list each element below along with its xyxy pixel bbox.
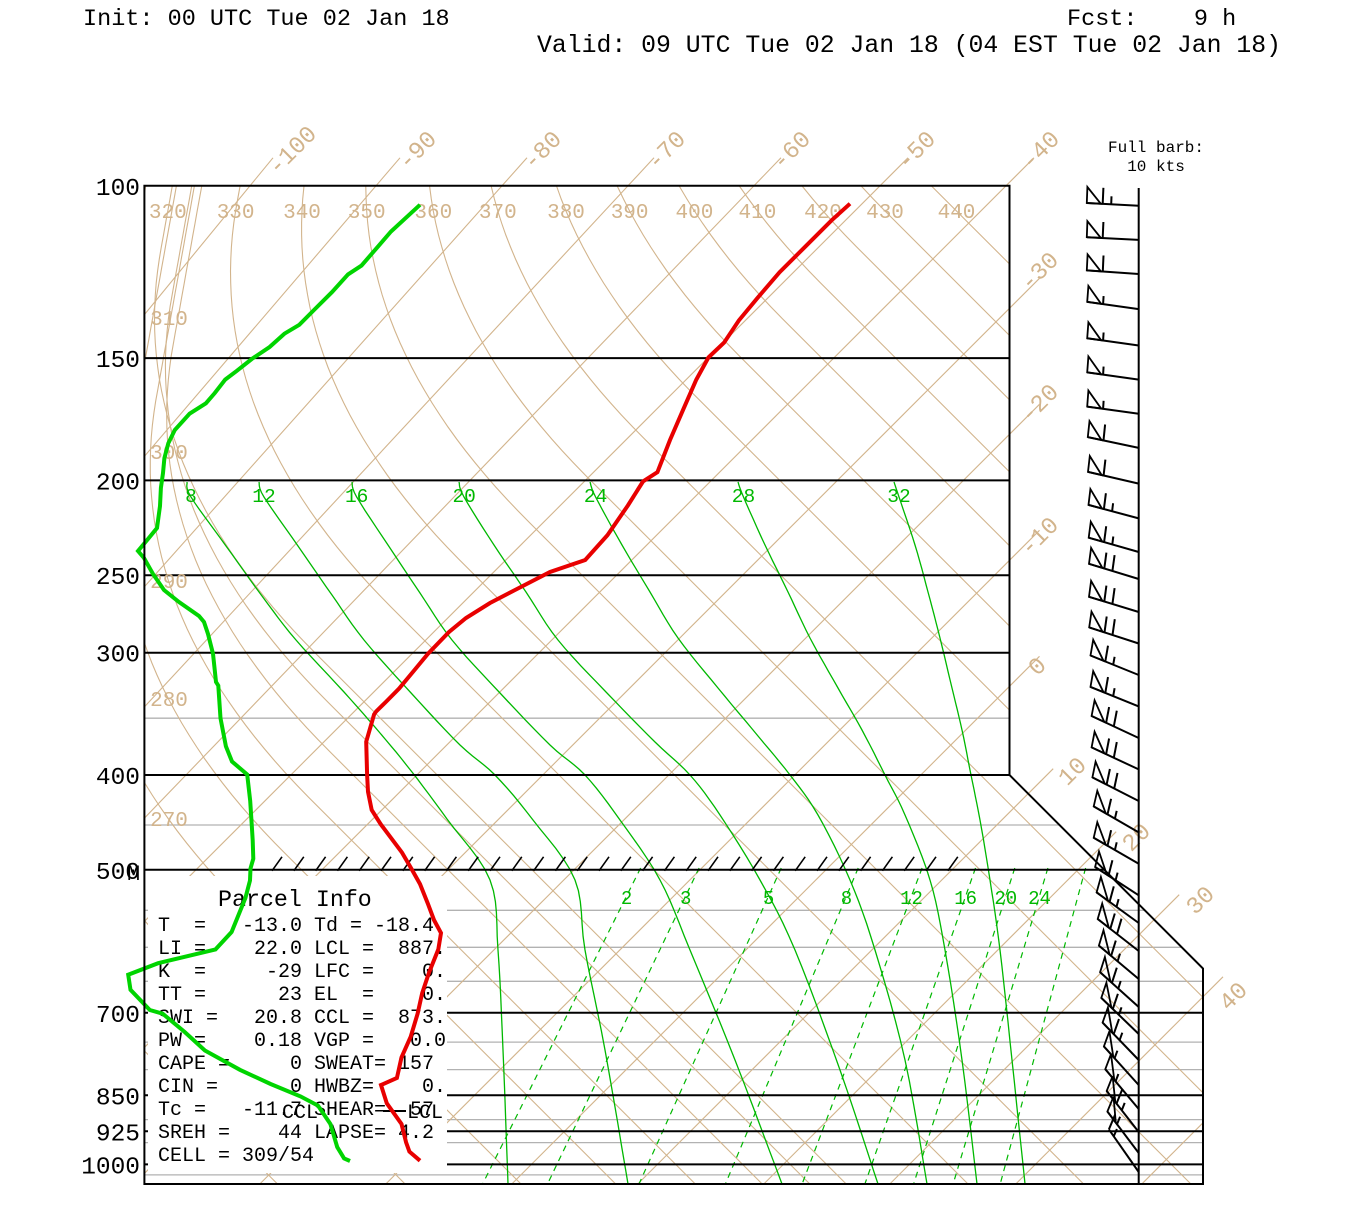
svg-text:925: 925 bbox=[96, 1121, 140, 1148]
svg-text:16: 16 bbox=[345, 486, 368, 508]
svg-text:Fcst: 9 h: Fcst: 9 h bbox=[1067, 6, 1236, 33]
svg-text:Valid: 09 UTC Tue 02 Jan 18 (0: Valid: 09 UTC Tue 02 Jan 18 (04 EST Tue … bbox=[537, 32, 1281, 60]
svg-text:340: 340 bbox=[283, 202, 321, 225]
svg-text:410: 410 bbox=[738, 202, 776, 225]
svg-text:1000: 1000 bbox=[81, 1154, 140, 1181]
svg-text:Init: 00 UTC Tue 02 Jan 18: Init: 00 UTC Tue 02 Jan 18 bbox=[83, 6, 450, 33]
svg-text:K = -29 LFC = 0.: K = -29 LFC = 0. bbox=[158, 961, 446, 984]
svg-text:380: 380 bbox=[547, 202, 585, 225]
svg-text:LCL: LCL bbox=[407, 1102, 443, 1125]
svg-text:24: 24 bbox=[1028, 888, 1051, 910]
svg-text:350: 350 bbox=[348, 202, 386, 225]
svg-text:8: 8 bbox=[185, 486, 197, 508]
svg-text:SWI = 20.8 CCL = 873.: SWI = 20.8 CCL = 873. bbox=[158, 1007, 446, 1030]
svg-text:440: 440 bbox=[938, 202, 976, 225]
svg-text:400: 400 bbox=[96, 765, 140, 792]
svg-text:250: 250 bbox=[96, 565, 140, 592]
svg-text:390: 390 bbox=[611, 202, 649, 225]
svg-text:32: 32 bbox=[887, 486, 910, 508]
svg-text:5: 5 bbox=[763, 888, 774, 910]
svg-text:200: 200 bbox=[96, 470, 140, 497]
svg-text:320: 320 bbox=[149, 202, 187, 225]
svg-text:20: 20 bbox=[452, 486, 475, 508]
svg-text:430: 430 bbox=[866, 202, 904, 225]
svg-text:LI = 22.0 LCL = 887.: LI = 22.0 LCL = 887. bbox=[158, 938, 446, 961]
svg-text:CCL: CCL bbox=[282, 1102, 318, 1125]
svg-text:310: 310 bbox=[150, 309, 188, 332]
svg-text:CAPE = 0 SWEAT= 157: CAPE = 0 SWEAT= 157 bbox=[158, 1053, 434, 1076]
svg-text:12: 12 bbox=[900, 888, 923, 910]
svg-text:SREH = 44 LAPSE= 4.2: SREH = 44 LAPSE= 4.2 bbox=[158, 1122, 434, 1145]
svg-text:Full barb:: Full barb: bbox=[1108, 139, 1204, 157]
svg-text:T = -13.0 Td = -18.4: T = -13.0 Td = -18.4 bbox=[158, 915, 434, 938]
svg-text:270: 270 bbox=[150, 810, 188, 833]
svg-text:TT = 23 EL = 0.: TT = 23 EL = 0. bbox=[158, 984, 446, 1007]
svg-text:M: M bbox=[127, 862, 140, 887]
svg-text:28: 28 bbox=[732, 486, 755, 508]
svg-text:100: 100 bbox=[96, 176, 140, 203]
svg-text:150: 150 bbox=[96, 348, 140, 375]
svg-text:20: 20 bbox=[994, 888, 1017, 910]
svg-text:300: 300 bbox=[96, 643, 140, 670]
svg-text:330: 330 bbox=[217, 202, 255, 225]
svg-text:8: 8 bbox=[841, 888, 852, 910]
svg-text:400: 400 bbox=[675, 202, 713, 225]
svg-text:700: 700 bbox=[96, 1003, 140, 1030]
svg-text:10 kts: 10 kts bbox=[1127, 158, 1185, 176]
svg-text:850: 850 bbox=[96, 1085, 140, 1112]
svg-text:16: 16 bbox=[954, 888, 977, 910]
svg-text:370: 370 bbox=[479, 202, 517, 225]
svg-text:2: 2 bbox=[621, 888, 632, 910]
svg-text:3: 3 bbox=[680, 888, 691, 910]
svg-text:12: 12 bbox=[252, 486, 275, 508]
svg-text:24: 24 bbox=[584, 486, 607, 508]
svg-text:CELL = 309/54: CELL = 309/54 bbox=[158, 1145, 314, 1168]
svg-text:280: 280 bbox=[150, 690, 188, 713]
